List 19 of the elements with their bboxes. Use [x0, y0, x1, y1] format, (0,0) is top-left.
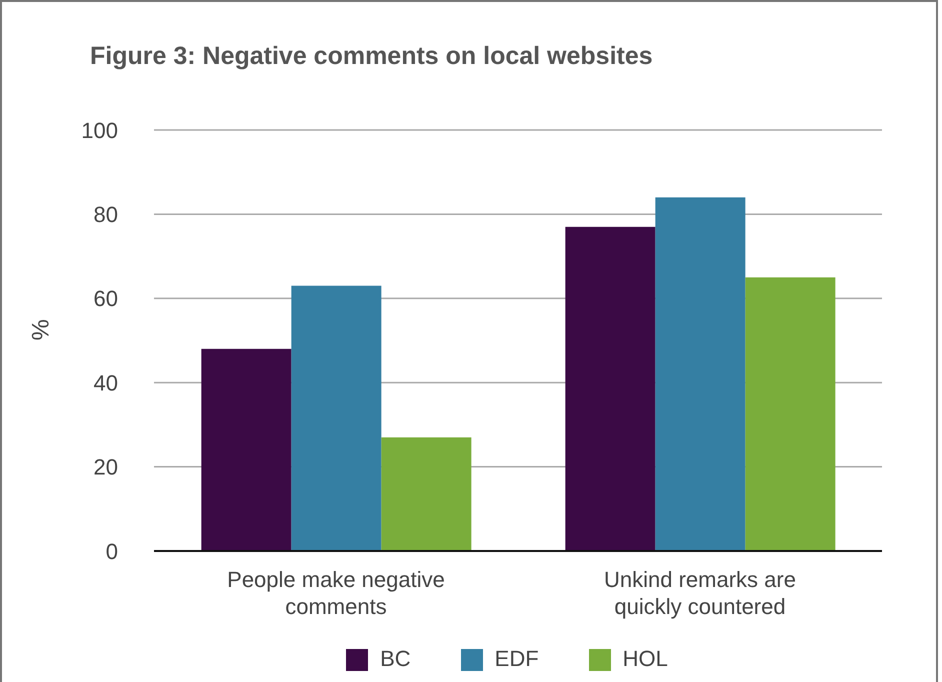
x-tick-label: Unkind remarks are quickly countered — [604, 567, 796, 619]
bar — [381, 437, 472, 551]
bar — [201, 348, 292, 551]
y-tick-label: 80 — [94, 202, 118, 228]
x-tick-label: People make negative comments — [227, 567, 445, 619]
legend-label: EDF — [494, 646, 539, 671]
y-tick-label: 40 — [94, 370, 118, 396]
y-axis-title: % — [28, 319, 55, 340]
y-tick-label: 0 — [106, 538, 118, 564]
bar — [745, 277, 836, 551]
legend-label: BC — [380, 646, 411, 671]
y-tick-label: 20 — [94, 454, 118, 480]
bar — [655, 197, 746, 551]
y-tick-label: 60 — [94, 286, 118, 312]
chart-title: Figure 3: Negative comments on local websites — [90, 42, 653, 71]
y-tick-label: 100 — [81, 118, 118, 143]
bar — [565, 226, 656, 551]
legend-label: HOL — [622, 646, 668, 671]
bar — [291, 286, 382, 551]
